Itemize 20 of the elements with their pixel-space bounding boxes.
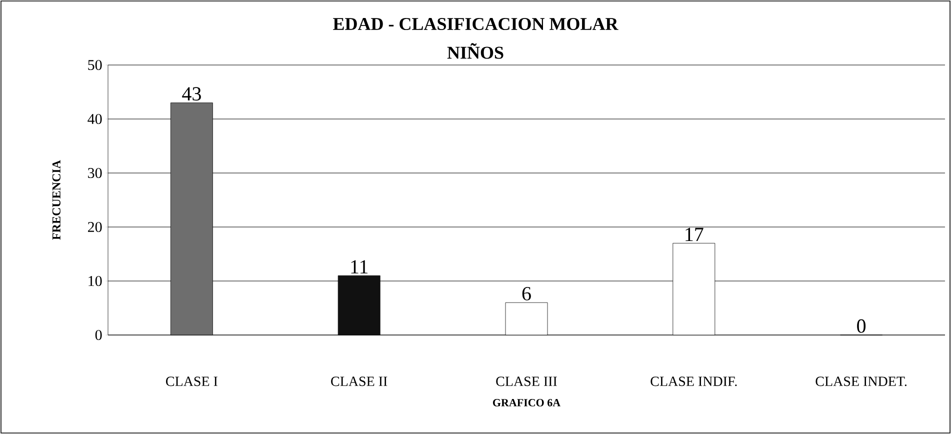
y-tick-label: 30 bbox=[88, 168, 102, 178]
data-label: 17 bbox=[686, 228, 704, 241]
data-label: 6 bbox=[522, 286, 531, 300]
x-axis-title: GRAFICO 6A bbox=[492, 399, 560, 406]
data-label: 43 bbox=[182, 87, 201, 101]
y-tick-label: 0 bbox=[95, 330, 102, 340]
chart-subtitle: NIÑOS bbox=[447, 43, 504, 59]
x-tick-label: CLASE INDIF. bbox=[650, 376, 737, 386]
y-tick-label: 20 bbox=[88, 222, 102, 232]
y-axis-title: FRECUENCIA bbox=[52, 160, 60, 240]
chart-title: EDAD - CLASIFICACION MOLAR bbox=[333, 18, 618, 30]
x-tick-label: CLASE I bbox=[166, 376, 218, 386]
data-label: 0 bbox=[857, 319, 866, 333]
data-label: 11 bbox=[351, 260, 368, 274]
y-tick-label: 10 bbox=[88, 276, 102, 286]
x-tick-label: CLASE INDET. bbox=[816, 376, 907, 386]
y-tick-label: 50 bbox=[88, 60, 102, 70]
x-tick-label: CLASE III bbox=[496, 376, 557, 386]
y-tick-label: 40 bbox=[88, 114, 102, 124]
x-tick-label: CLASE II bbox=[331, 376, 388, 386]
